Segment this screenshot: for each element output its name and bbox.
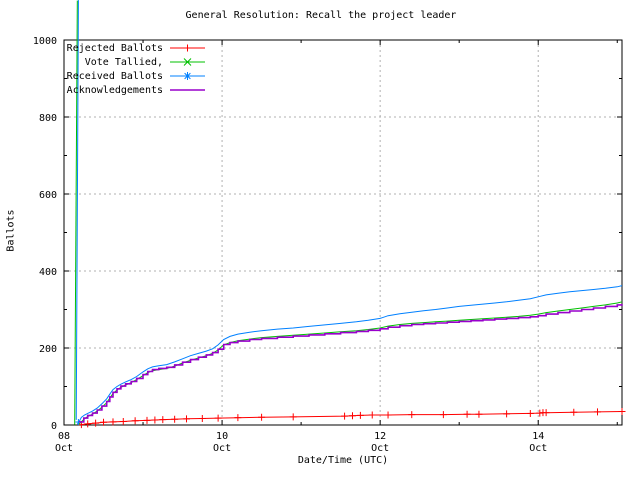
x-tick-label: Oct bbox=[371, 443, 389, 454]
legend-label-received: Received Ballots bbox=[67, 71, 163, 82]
legend-label-tallied: Vote Tallied, bbox=[85, 57, 163, 68]
x-axis-label: Date/Time (UTC) bbox=[297, 455, 389, 466]
legend-label-rejected: Rejected Ballots bbox=[67, 43, 163, 54]
y-tick-label: 800 bbox=[39, 113, 57, 124]
x-tick-label: 10 bbox=[216, 431, 228, 442]
x-tick-label: Oct bbox=[213, 443, 231, 454]
series-line-acknowledgements bbox=[79, 304, 623, 423]
chart-title: General Resolution: Recall the project l… bbox=[185, 10, 457, 21]
x-tick-label: Oct bbox=[55, 443, 73, 454]
cross-icon bbox=[183, 58, 192, 66]
y-tick-label: 0 bbox=[51, 421, 57, 432]
series-line-rejected bbox=[81, 411, 623, 426]
series-markers-rejected bbox=[77, 408, 626, 429]
asterisk-icon bbox=[183, 72, 192, 80]
legend-label-acknowledgements: Acknowledgements bbox=[67, 85, 163, 96]
plot-border bbox=[63, 39, 623, 426]
plus-icon bbox=[184, 44, 191, 52]
y-axis-label: Ballots bbox=[5, 209, 17, 252]
y-tick-label: 200 bbox=[39, 344, 57, 355]
x-tick-label: Oct bbox=[529, 443, 547, 454]
x-tick-label: 12 bbox=[374, 431, 386, 442]
x-tick-label: 14 bbox=[532, 431, 544, 442]
x-tick-label: 08 bbox=[58, 431, 70, 442]
y-tick-label: 400 bbox=[39, 267, 57, 278]
series-line-received bbox=[76, 285, 623, 425]
series-markers-received bbox=[75, 0, 79, 425]
series-line-tallied bbox=[77, 301, 623, 425]
y-tick-label: 1000 bbox=[33, 36, 57, 47]
series-markers-tallied bbox=[74, 0, 78, 425]
y-tick-label: 600 bbox=[39, 190, 57, 201]
